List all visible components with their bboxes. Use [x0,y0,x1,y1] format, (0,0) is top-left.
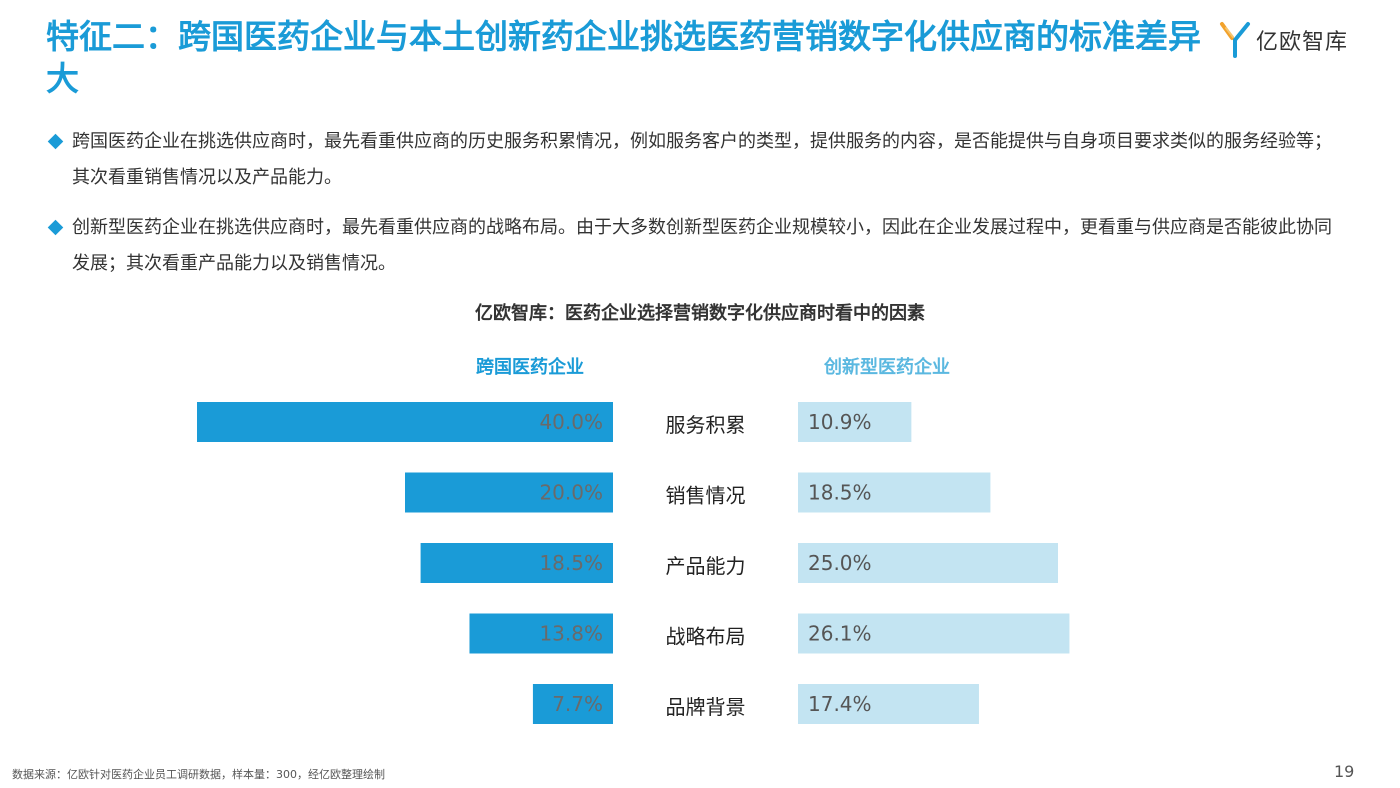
diamond-bullet-icon [47,133,64,150]
bar-multinational [532,684,613,724]
chart-title: 亿欧智库：医药企业选择营销数字化供应商时看中的因素 [475,303,925,324]
bar-innovative [798,402,912,442]
yiou-logo-icon [1220,22,1250,58]
value-label-multinational: 7.7% [552,692,603,716]
bar-multinational [420,543,613,583]
series-label-innovative: 创新型医药企业 [824,357,950,378]
value-label-multinational: 20.0% [539,481,603,505]
butterfly-bar-chart: 40.0% 10.9% 服务积累 20.0% 18.5% 销售情况 18.5% 25.0% 产品… [197,402,1070,724]
diamond-bullet-icon [47,219,64,236]
bar-multinational [197,402,613,442]
value-label-multinational: 18.5% [539,551,603,575]
category-label: 品牌背景 [666,695,746,719]
category-label: 服务积累 [666,413,746,437]
category-label: 产品能力 [666,554,746,578]
bar-multinational [469,613,613,654]
bullet-item: 跨国医药企业在挑选供应商时，最先看重供应商的历史服务积累情况，例如服务客户的类型… [47,124,1348,196]
bullet-text: 创新型医药企业在挑选供应商时，最先看重供应商的战略布局。由于大多数创新型医药企业… [72,217,1332,274]
series-label-multinational: 跨国医药企业 [476,357,584,378]
value-label-innovative: 26.1% [808,622,872,646]
data-source-note: 数据来源：亿欧针对医药企业员工调研数据，样本量：300，经亿欧整理绘制 [12,768,385,781]
value-label-innovative: 17.4% [808,692,872,716]
brand-logo: 亿欧智库 [1218,18,1368,62]
value-label-innovative: 10.9% [808,410,872,434]
bar-innovative [798,684,979,724]
bullet-list: 跨国医药企业在挑选供应商时，最先看重供应商的历史服务积累情况，例如服务客户的类型… [47,124,1348,296]
category-label: 战略布局 [666,625,746,649]
bar-innovative [798,472,991,513]
value-label-multinational: 13.8% [539,622,603,646]
value-label-multinational: 40.0% [539,410,603,434]
bar-multinational [405,472,613,513]
logo-text: 亿欧智库 [1256,30,1349,55]
page-number: 19 [1334,762,1355,781]
bar-innovative [798,613,1070,654]
category-label: 销售情况 [666,484,746,508]
bullet-text: 跨国医药企业在挑选供应商时，最先看重供应商的历史服务积累情况，例如服务客户的类型… [72,131,1332,188]
bar-innovative [798,543,1058,583]
value-label-innovative: 18.5% [808,481,872,505]
bullet-item: 创新型医药企业在挑选供应商时，最先看重供应商的战略布局。由于大多数创新型医药企业… [47,210,1348,282]
value-label-innovative: 25.0% [808,551,872,575]
page-title: 特征二：跨国医药企业与本土创新药企业挑选医药营销数字化供应商的标准差异大 [46,17,1201,98]
